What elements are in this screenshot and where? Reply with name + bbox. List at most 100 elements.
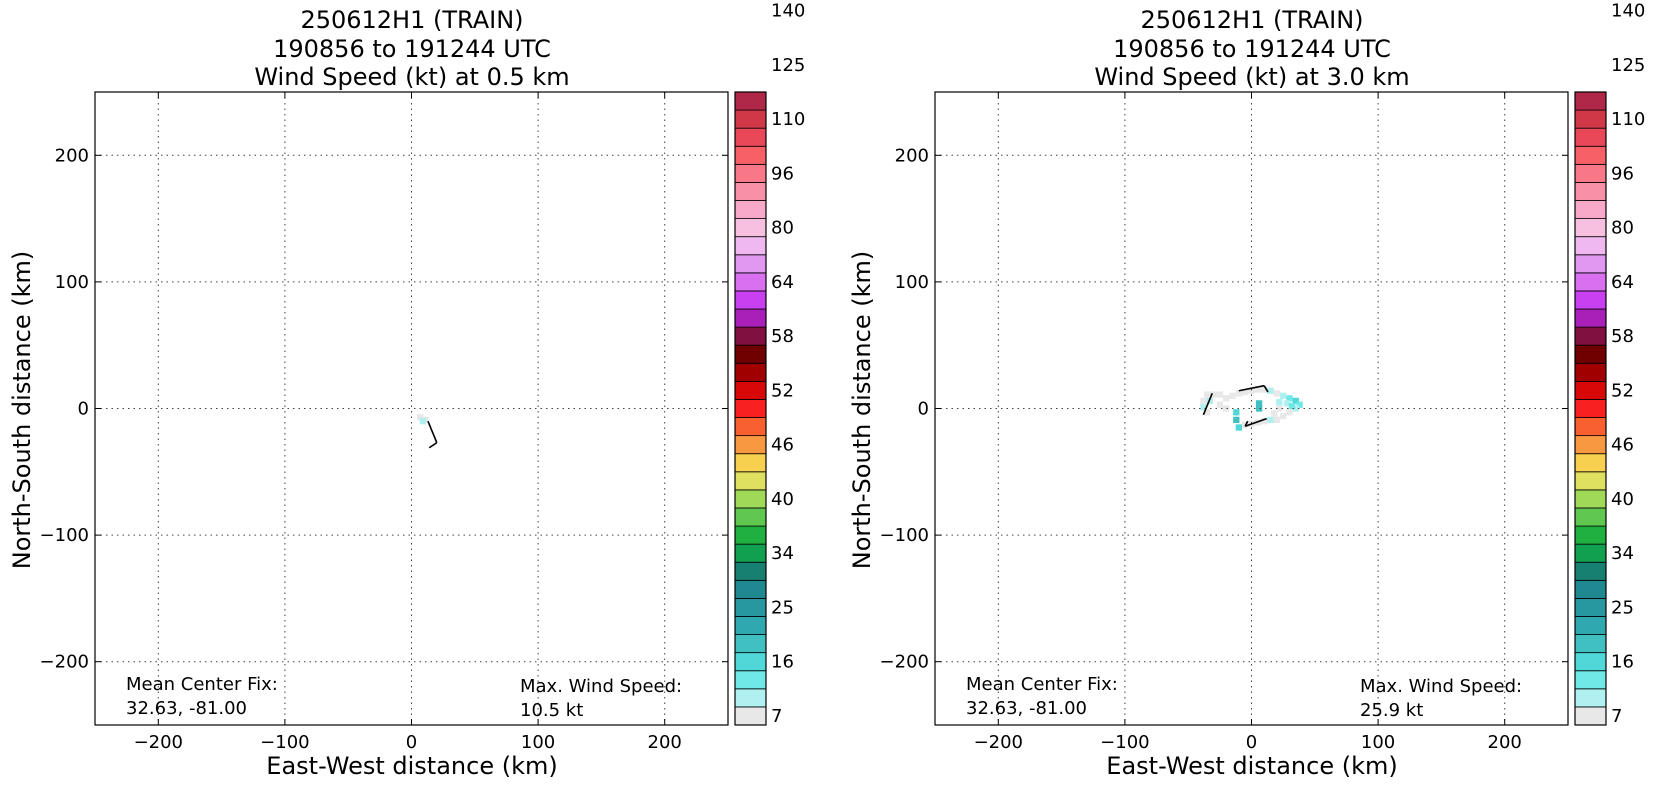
colorbar-segment	[734, 561, 767, 581]
title-line-time: 190856 to 191244 UTC	[1113, 35, 1391, 63]
wind-speed-cell	[1233, 416, 1240, 424]
wind-barb	[428, 442, 438, 449]
colorbar-tick-label: 96	[1611, 163, 1634, 184]
wind-speed-cell	[1200, 404, 1207, 411]
colorbar-segment	[734, 616, 767, 635]
colorbar-segment	[734, 344, 767, 364]
colorbar-segment	[734, 435, 767, 455]
colorbar-segment	[1574, 145, 1607, 165]
y-tick-label: 100	[55, 272, 89, 293]
wind-speed-cell	[417, 414, 424, 421]
wind-barb	[1263, 385, 1269, 393]
colorbar-segment	[1574, 91, 1607, 111]
wind-speed-cell	[1229, 392, 1236, 400]
x-tick-label: −200	[134, 732, 183, 753]
colorbar-segment	[734, 525, 767, 545]
colorbar-segment	[1574, 290, 1607, 310]
colorbar-tick-label: 25	[1611, 597, 1634, 618]
wind-speed-cell	[1204, 391, 1211, 398]
wind-speed-cell	[1248, 387, 1255, 394]
colorbar-frame	[1574, 91, 1607, 726]
colorbar-segment	[734, 109, 767, 129]
colorbar-segment	[1574, 507, 1607, 527]
max-wind-value: 10.5 kt	[520, 700, 583, 721]
colorbar-segment	[1574, 254, 1607, 274]
annotations: Mean Center Fix: 32.63, -81.00 Max. Wind…	[126, 674, 682, 721]
colorbar-segment	[1574, 489, 1607, 509]
colorbar-tick-label: 58	[771, 326, 794, 347]
colorbar-segment	[734, 145, 767, 165]
wind-barb	[1244, 417, 1267, 427]
wind-speed-cell	[1279, 392, 1287, 400]
wind-speed-cell	[1283, 400, 1291, 407]
colorbar-tick-label: 46	[771, 435, 794, 456]
colorbar-segment	[734, 453, 767, 473]
colorbar-segment	[1574, 652, 1607, 672]
colorbar-tick-label: 58	[1611, 326, 1634, 347]
colorbar-segment	[734, 290, 767, 310]
colorbar-segment	[1574, 598, 1607, 617]
colorbar-segment	[1574, 471, 1607, 491]
colorbar-tick-label: 140	[771, 1, 805, 22]
colorbar-tick-label: 16	[1611, 652, 1634, 673]
colorbar-segment	[734, 163, 767, 183]
wind-speed-cell	[1204, 409, 1211, 416]
max-wind-label: Max. Wind Speed:	[520, 676, 682, 697]
colorbar-segment	[1574, 453, 1607, 473]
colorbar-segment	[1574, 127, 1607, 147]
colorbar-segment	[1574, 561, 1607, 581]
colorbar-segment	[1574, 272, 1607, 292]
y-tick-label: −200	[880, 652, 929, 673]
wind-speed-cell	[1260, 386, 1268, 393]
plot-area: −200 −100 0 100 200 −200 −100 0 100 200	[880, 91, 1569, 753]
wind-speed-cell	[1273, 416, 1280, 424]
wind-speed-cell	[1276, 405, 1283, 412]
wind-speed-cell	[1276, 399, 1283, 406]
colorbar-segment	[1574, 218, 1607, 238]
colorbar-segment	[734, 272, 767, 292]
colorbar-segment	[1574, 525, 1607, 545]
wind-speed-cell	[1292, 405, 1299, 412]
colorbar-segment	[734, 254, 767, 274]
colorbar-segment	[734, 200, 767, 219]
colorbar-segment	[734, 489, 767, 509]
wind-speed-cell	[1235, 390, 1243, 397]
wind-speed-cell	[1200, 397, 1207, 405]
colorbar-segment	[734, 471, 767, 491]
wind-speed-cell	[1271, 410, 1278, 417]
y-tick-label: 100	[895, 272, 929, 293]
colorbar-segment	[1574, 543, 1607, 563]
colorbar-segment	[1574, 634, 1607, 654]
max-wind-value: 25.9 kt	[1360, 700, 1423, 721]
colorbar-segment	[1574, 706, 1607, 726]
colorbar-tick-label: 96	[771, 163, 794, 184]
colorbar-tick-label: 52	[771, 380, 794, 401]
colorbar-segment	[1574, 417, 1607, 437]
colorbar-segment	[1574, 326, 1607, 346]
colorbar-segment	[734, 326, 767, 346]
wind-speed-cell	[1279, 412, 1287, 420]
x-tick-label: 200	[648, 732, 682, 753]
x-tick-label: −200	[974, 732, 1023, 753]
wind-speed-cell	[1216, 401, 1224, 408]
colorbar-segment	[734, 308, 767, 328]
panel-title: 250612H1 (TRAIN) 190856 to 191244 UTC Wi…	[254, 6, 569, 91]
title-line-storm: 250612H1 (TRAIN)	[1140, 6, 1363, 34]
wind-speed-cell	[1242, 388, 1249, 396]
colorbar-segment	[1574, 399, 1607, 418]
wind-barb	[1238, 384, 1265, 392]
colorbar-tick-label: 52	[1611, 380, 1634, 401]
colorbar-tick-label: 110	[771, 109, 805, 130]
colorbar-segment	[1574, 308, 1607, 328]
colorbar: 716253440465258648096110125140155	[734, 1, 805, 727]
wind-speed-cell	[1273, 390, 1280, 397]
colorbar-segment	[1574, 579, 1607, 599]
colorbar-tick-label: 125	[771, 55, 805, 76]
colorbar-tick-label: 46	[1611, 435, 1634, 456]
colorbar-tick-label: 64	[1611, 272, 1634, 293]
colorbar-segment	[1574, 362, 1607, 382]
panel-mid-level-wind: 250612H1 (TRAIN) 190856 to 191244 UTC Wi…	[848, 1, 1645, 780]
wind-speed-cell	[419, 417, 427, 425]
colorbar-tick-label: 125	[1611, 55, 1645, 76]
title-line-variable: Wind Speed (kt) at 3.0 km	[1094, 63, 1409, 91]
